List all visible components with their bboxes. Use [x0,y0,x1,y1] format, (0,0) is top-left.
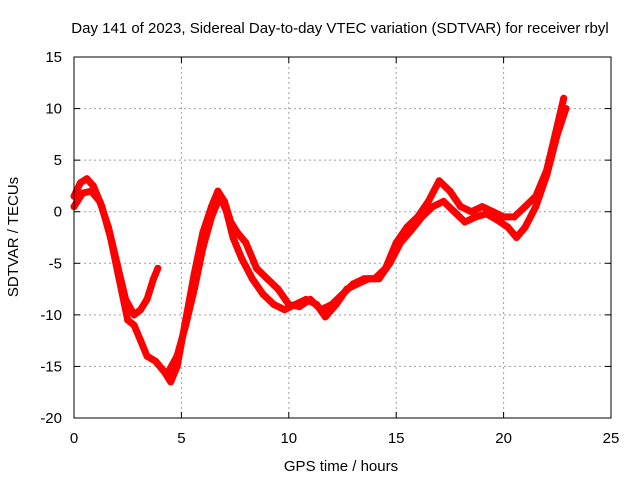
data-point [354,280,361,288]
data-point [137,306,145,314]
series-track-c [165,105,570,376]
data-point [130,311,138,319]
data-point [253,264,261,272]
data-point [543,172,551,180]
y-tick-label: 10 [45,101,62,118]
data-point [208,213,215,221]
data-point [386,259,394,267]
data-point [154,264,162,272]
x-tick-label: 15 [388,430,405,447]
data-point [302,295,310,303]
y-tick-label: -10 [40,307,62,324]
data-point [96,197,104,205]
y-tick-label: 0 [54,204,62,221]
data-point [150,275,157,283]
data-point [343,285,351,293]
y-tick-label: 15 [45,49,62,66]
data-point [397,239,404,247]
data-point [83,175,91,183]
data-point [137,337,145,345]
data-point [440,197,447,205]
data-point [500,213,508,221]
data-point [165,368,172,376]
data-point [450,208,458,216]
y-axis-label: SDTVAR / TECUs [5,177,22,297]
data-point [223,208,230,216]
data-point [167,378,175,386]
data-point [76,179,84,187]
data-point [510,213,518,221]
data-point [472,213,480,221]
data-point [457,203,465,211]
data-point [560,94,568,102]
data-point [321,313,329,321]
data-point [87,187,95,195]
data-point [263,275,271,283]
data-point [513,234,520,241]
data-point [562,105,570,113]
data-point [274,285,282,293]
data-point [364,275,372,283]
data-point [407,226,415,234]
data-point [418,213,426,221]
data-point [190,285,198,293]
data-point [104,223,112,231]
plot-frame [73,56,612,419]
data-point [429,203,437,211]
y-tick-label: 5 [54,152,62,169]
data-point [521,203,529,211]
data-point [122,295,130,303]
data-point [375,275,383,283]
data-point [79,189,87,197]
data-point [424,197,432,205]
data-point [553,130,561,138]
data-point [248,275,256,283]
x-tick-label: 0 [70,430,78,447]
data-point [259,290,267,298]
data-point [143,352,151,360]
data-point [281,306,288,314]
axis-ticks: 0 5 10 15 20 25 -20 -15 -10 -5 0 5 10 15 [40,49,619,447]
data-point [521,223,529,231]
data-point [130,321,138,329]
data-point [482,210,490,218]
data-point [313,301,321,308]
data-point [113,259,121,267]
data-point [270,301,278,308]
x-tick-label: 20 [495,430,512,447]
data-point [435,177,443,185]
data-point [291,301,299,308]
chart-title: Day 141 of 2023, Sidereal Day-to-day VTE… [71,20,608,37]
data-point [124,316,132,324]
data-point [182,321,190,329]
x-tick-label: 10 [280,430,297,447]
plot-series [70,94,570,386]
data-point [493,216,501,224]
data-point [467,208,475,216]
data-point [238,254,245,262]
y-tick-label: -15 [40,358,62,375]
data-point [143,295,151,303]
data-point [199,244,207,252]
data-point [461,218,469,226]
data-point [173,352,181,360]
y-tick-label: -5 [49,255,62,272]
data-point [229,234,237,241]
data-point [446,187,454,195]
x-tick-label: 5 [177,430,185,447]
x-axis-label: GPS time / hours [284,458,398,475]
series-track-b [70,187,162,319]
data-point [504,223,512,231]
data-point [152,357,160,365]
data-point [332,301,340,308]
y-tick-label: -20 [40,410,62,427]
data-point [216,192,224,200]
data-point [532,203,540,211]
data-point [478,203,486,211]
data-point [242,239,250,247]
series-track-a [70,94,568,386]
x-tick-label: 25 [603,430,620,447]
